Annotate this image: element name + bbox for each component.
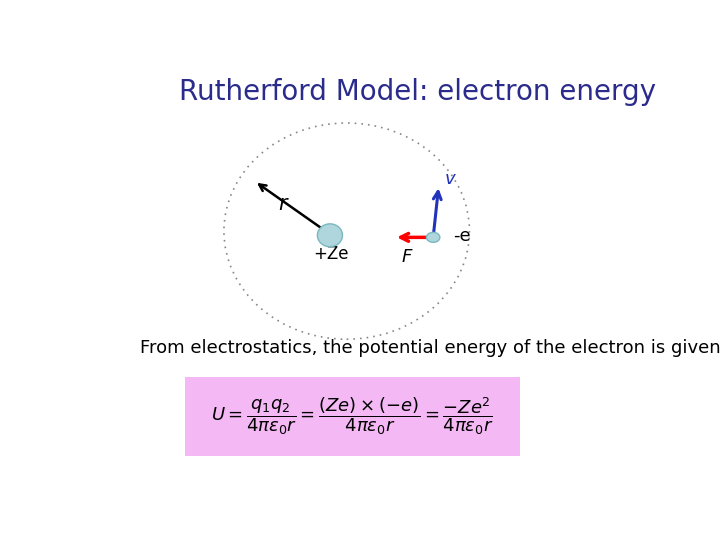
Text: Rutherford Model: electron energy: Rutherford Model: electron energy	[179, 78, 657, 106]
Circle shape	[426, 232, 440, 242]
FancyBboxPatch shape	[185, 377, 520, 456]
Text: v: v	[444, 170, 455, 188]
Text: From electrostatics, the potential energy of the electron is given by:: From electrostatics, the potential energ…	[140, 339, 720, 356]
Text: r: r	[278, 194, 287, 214]
Text: -e: -e	[453, 227, 470, 245]
Text: +Ze: +Ze	[313, 245, 348, 263]
Text: $\mathit{U} = \dfrac{\mathit{q_1q_2}}{4\pi\varepsilon_0 r} = \dfrac{\mathit{(Ze): $\mathit{U} = \dfrac{\mathit{q_1q_2}}{4\…	[211, 395, 493, 437]
Ellipse shape	[318, 224, 343, 247]
Text: F: F	[402, 248, 412, 266]
